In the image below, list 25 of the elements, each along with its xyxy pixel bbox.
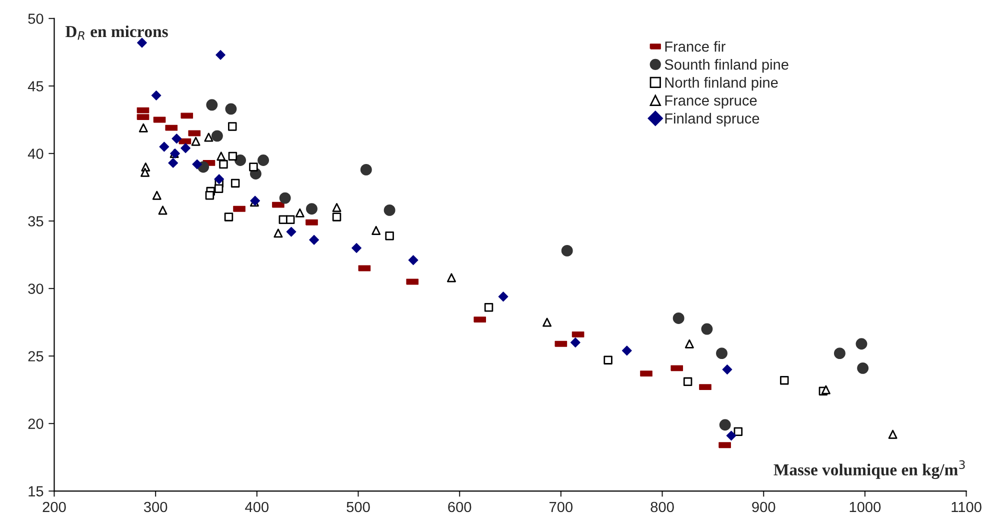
x-tick-label: 900 bbox=[752, 502, 776, 512]
x-tick-label: 700 bbox=[550, 502, 573, 512]
y-tick-label: 50 bbox=[28, 14, 44, 24]
legend-label: Finland spruce bbox=[665, 112, 760, 127]
y-tick-label: 45 bbox=[28, 81, 44, 92]
y-tick-label: 30 bbox=[28, 284, 44, 294]
x-tick-label: 800 bbox=[650, 502, 674, 512]
x-tick-label: 1100 bbox=[952, 502, 982, 512]
legend-label: France fir bbox=[665, 41, 726, 52]
x-tick-label: 200 bbox=[42, 502, 66, 512]
y-axis-title: D$_{R}$ en microns bbox=[65, 25, 168, 40]
legend-label: North finland pine bbox=[665, 76, 778, 91]
x-axis-title: Masse volumique en kg/m$^{3}$ bbox=[774, 460, 965, 479]
x-tick-label: 1000 bbox=[850, 502, 881, 512]
x-tick-label: 600 bbox=[448, 502, 472, 512]
x-tick-label: 300 bbox=[144, 502, 168, 512]
y-tick-label: 15 bbox=[28, 486, 44, 496]
y-tick-label: 35 bbox=[28, 216, 44, 226]
x-tick-label: 500 bbox=[346, 502, 370, 512]
y-tick-label: 20 bbox=[28, 418, 44, 429]
y-tick-label: 25 bbox=[28, 351, 44, 362]
x-tick-label: 400 bbox=[245, 502, 269, 512]
y-tick-label: 40 bbox=[28, 148, 44, 159]
legend-label: France spruce bbox=[665, 96, 757, 109]
legend-label: Sounth finland pine bbox=[664, 59, 788, 73]
